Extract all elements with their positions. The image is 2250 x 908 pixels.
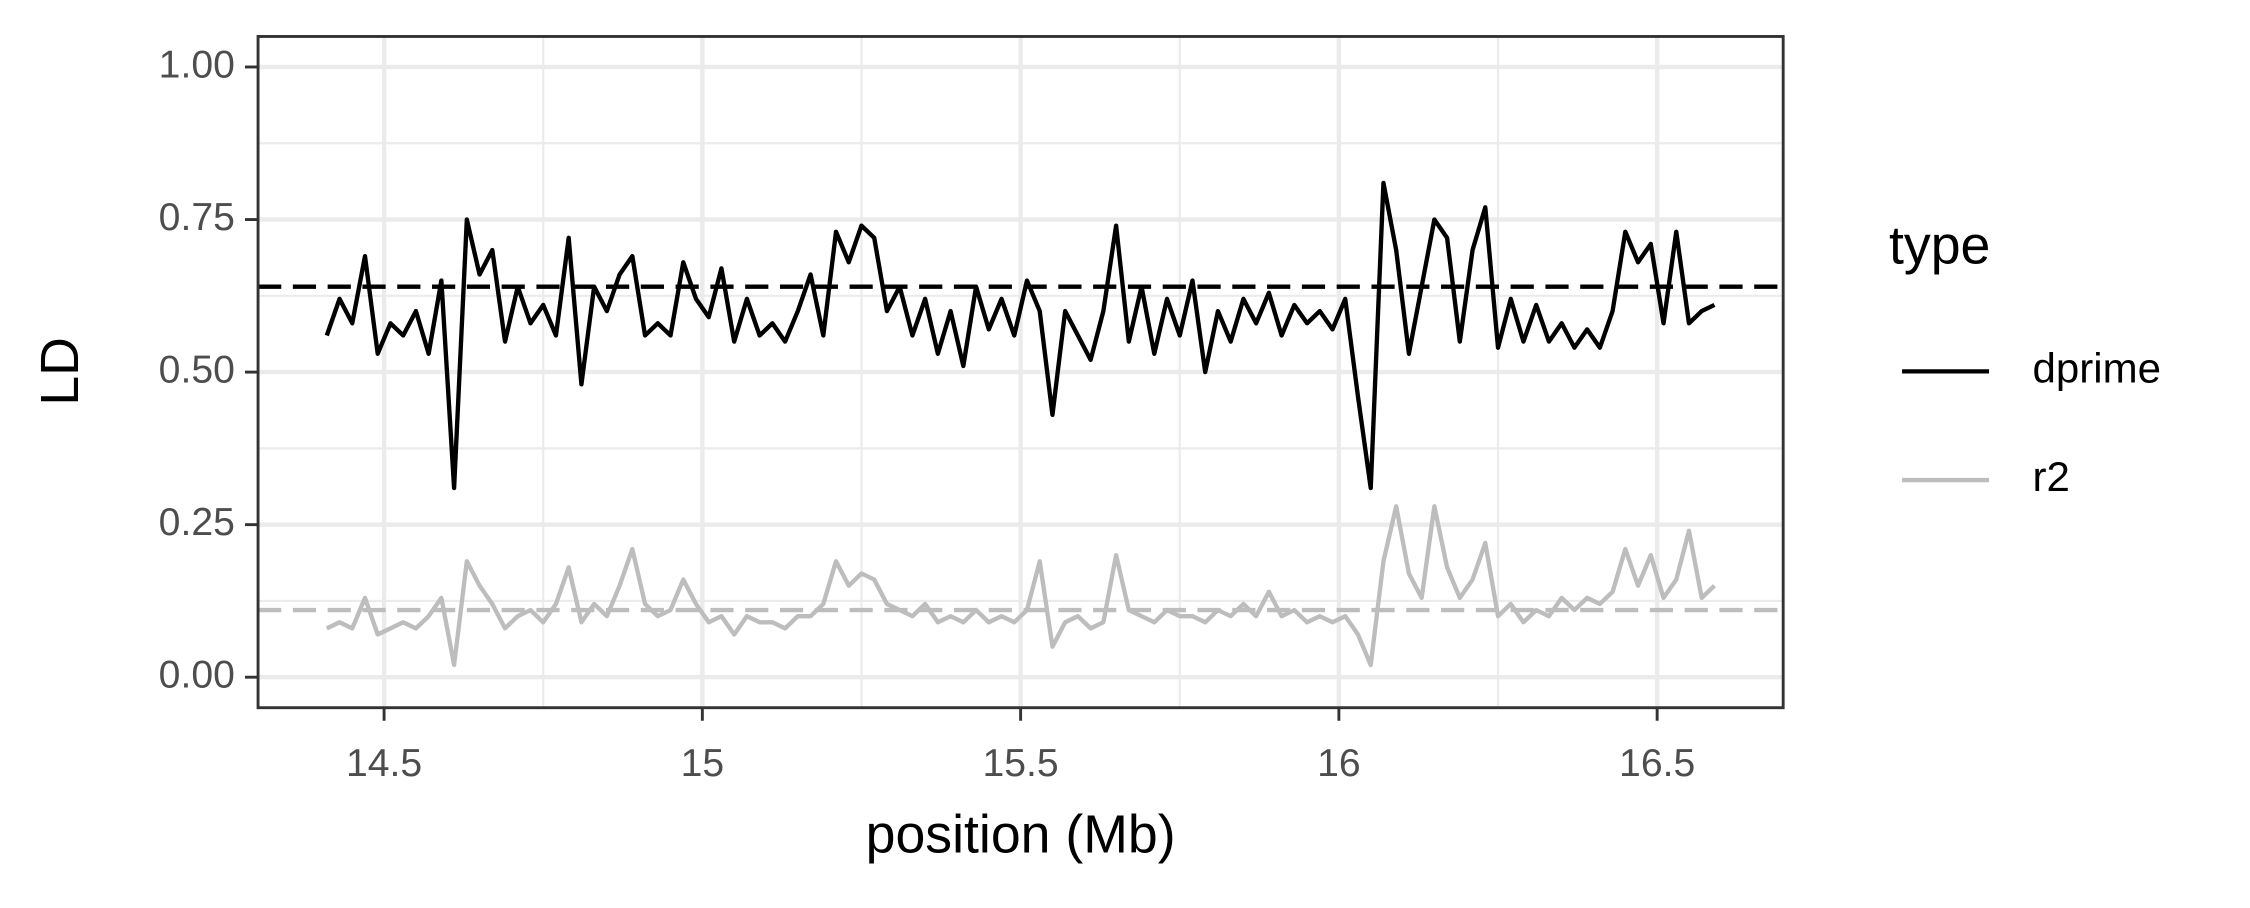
legend-label: dprime	[2033, 344, 2161, 391]
y-tick-label: 1.00	[159, 43, 235, 86]
x-axis-title: position (Mb)	[866, 804, 1176, 864]
y-axis-title: LD	[30, 337, 90, 406]
y-tick-label: 0.50	[159, 348, 235, 391]
x-tick-label: 14.5	[346, 742, 422, 785]
legend-title: type	[1889, 216, 1990, 276]
x-tick-label: 16.5	[1619, 742, 1695, 785]
panel-border	[256, 35, 1785, 710]
y-tick-label: 0.75	[159, 196, 235, 239]
y-tick-label: 0.00	[159, 654, 235, 697]
x-tick-label: 15	[681, 742, 725, 785]
x-tick-label: 16	[1317, 742, 1361, 785]
series-line	[324, 180, 1716, 491]
y-tick-label: 0.25	[159, 501, 235, 544]
x-tick-label: 15.5	[983, 742, 1059, 785]
legend-label: r2	[2033, 453, 2070, 500]
series-line	[325, 504, 1716, 668]
